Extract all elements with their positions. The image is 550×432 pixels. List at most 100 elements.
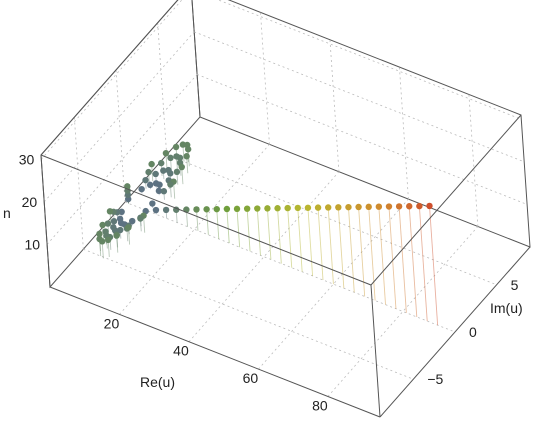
data-point	[345, 204, 351, 210]
data-point	[118, 220, 124, 226]
drop-line	[196, 209, 197, 230]
data-point	[305, 205, 311, 211]
grid-wall-x	[260, 12, 269, 144]
data-point	[180, 141, 186, 147]
back-wall-right	[191, 0, 530, 247]
data-point	[183, 153, 189, 159]
data-point	[426, 203, 432, 209]
data-point	[167, 181, 173, 187]
data-point	[376, 203, 382, 209]
data-point	[163, 150, 169, 156]
grid-lines	[41, 0, 527, 396]
data-point	[173, 144, 179, 150]
drop-line	[207, 209, 209, 235]
drop-line	[267, 208, 270, 259]
grid-wall-z	[191, 0, 521, 119]
data-point	[160, 167, 166, 173]
grid-floor-x	[189, 172, 339, 342]
y-tick-label: 0	[469, 324, 477, 340]
z-tick-label: 30	[19, 151, 35, 167]
data-point	[167, 170, 173, 176]
drop-line	[288, 208, 292, 268]
data-point	[142, 177, 148, 183]
grid-wall-z	[44, 32, 194, 202]
data-point	[179, 164, 185, 170]
data-point	[163, 207, 169, 213]
y-tick-label: 5	[511, 277, 519, 293]
drop-line	[359, 207, 365, 296]
data-point	[107, 208, 113, 214]
drop-line	[247, 209, 250, 252]
data-point	[137, 215, 143, 221]
drop-line	[227, 209, 229, 243]
data-point	[295, 205, 301, 211]
drop-line	[257, 209, 260, 256]
data-point	[355, 204, 361, 210]
data-point	[234, 206, 240, 212]
data-point	[284, 205, 290, 211]
data-point	[416, 203, 422, 209]
x-tick-label: 20	[104, 315, 120, 331]
grid-wall-x	[330, 40, 339, 172]
drop-line	[338, 207, 344, 288]
data-point	[173, 153, 179, 159]
box-edge	[50, 287, 380, 417]
data-point	[145, 169, 151, 175]
drop-line	[369, 207, 375, 301]
drop-line	[298, 208, 302, 272]
data-point	[335, 204, 341, 210]
box-edge	[41, 155, 50, 287]
data-point	[167, 155, 173, 161]
grid-floor-y	[125, 202, 455, 332]
grid-floor-x	[328, 226, 478, 396]
data-point	[203, 206, 209, 212]
data-point	[174, 169, 180, 175]
data-point	[111, 218, 117, 224]
drop-line	[328, 207, 333, 284]
data-point	[214, 206, 220, 212]
data-point	[185, 146, 191, 152]
data-point	[105, 237, 111, 243]
data-point	[147, 182, 153, 188]
data-point	[264, 205, 270, 211]
x-tick-label: 60	[243, 370, 259, 386]
data-point	[113, 232, 119, 238]
box-edge	[41, 155, 371, 285]
data-point	[152, 171, 158, 177]
data-point	[161, 188, 167, 194]
data-point	[99, 222, 105, 228]
drop-line	[409, 206, 417, 317]
data-point	[254, 205, 260, 211]
drop-line	[399, 206, 406, 312]
y-axis-label: Im(u)	[490, 300, 523, 316]
grid-floor-y	[83, 249, 413, 379]
box-back-faces	[41, 0, 530, 287]
data-point	[224, 206, 230, 212]
grid-wall-z	[41, 0, 191, 159]
data-point	[148, 161, 154, 167]
drop-line	[348, 207, 354, 292]
grid-wall-x	[399, 67, 408, 199]
grid-floor-x	[119, 144, 269, 314]
data-point	[96, 236, 102, 242]
drop-line	[278, 208, 282, 263]
data-point	[138, 186, 144, 192]
data-point	[244, 205, 250, 211]
drop-line	[379, 207, 386, 305]
box-edge	[41, 0, 191, 155]
back-wall-left	[41, 0, 200, 287]
data-point	[315, 204, 321, 210]
box-edge	[371, 115, 521, 285]
x-axis-label: Re(u)	[140, 374, 175, 390]
data-point	[125, 224, 131, 230]
grid-floor-y	[167, 155, 497, 285]
grid-wall-z	[197, 74, 527, 204]
box-edge	[380, 247, 530, 417]
z-tick-label: 10	[25, 236, 41, 252]
data-point	[366, 204, 372, 210]
x-tick-label: 80	[312, 397, 328, 413]
drop-line	[237, 209, 240, 247]
data-point	[158, 160, 164, 166]
